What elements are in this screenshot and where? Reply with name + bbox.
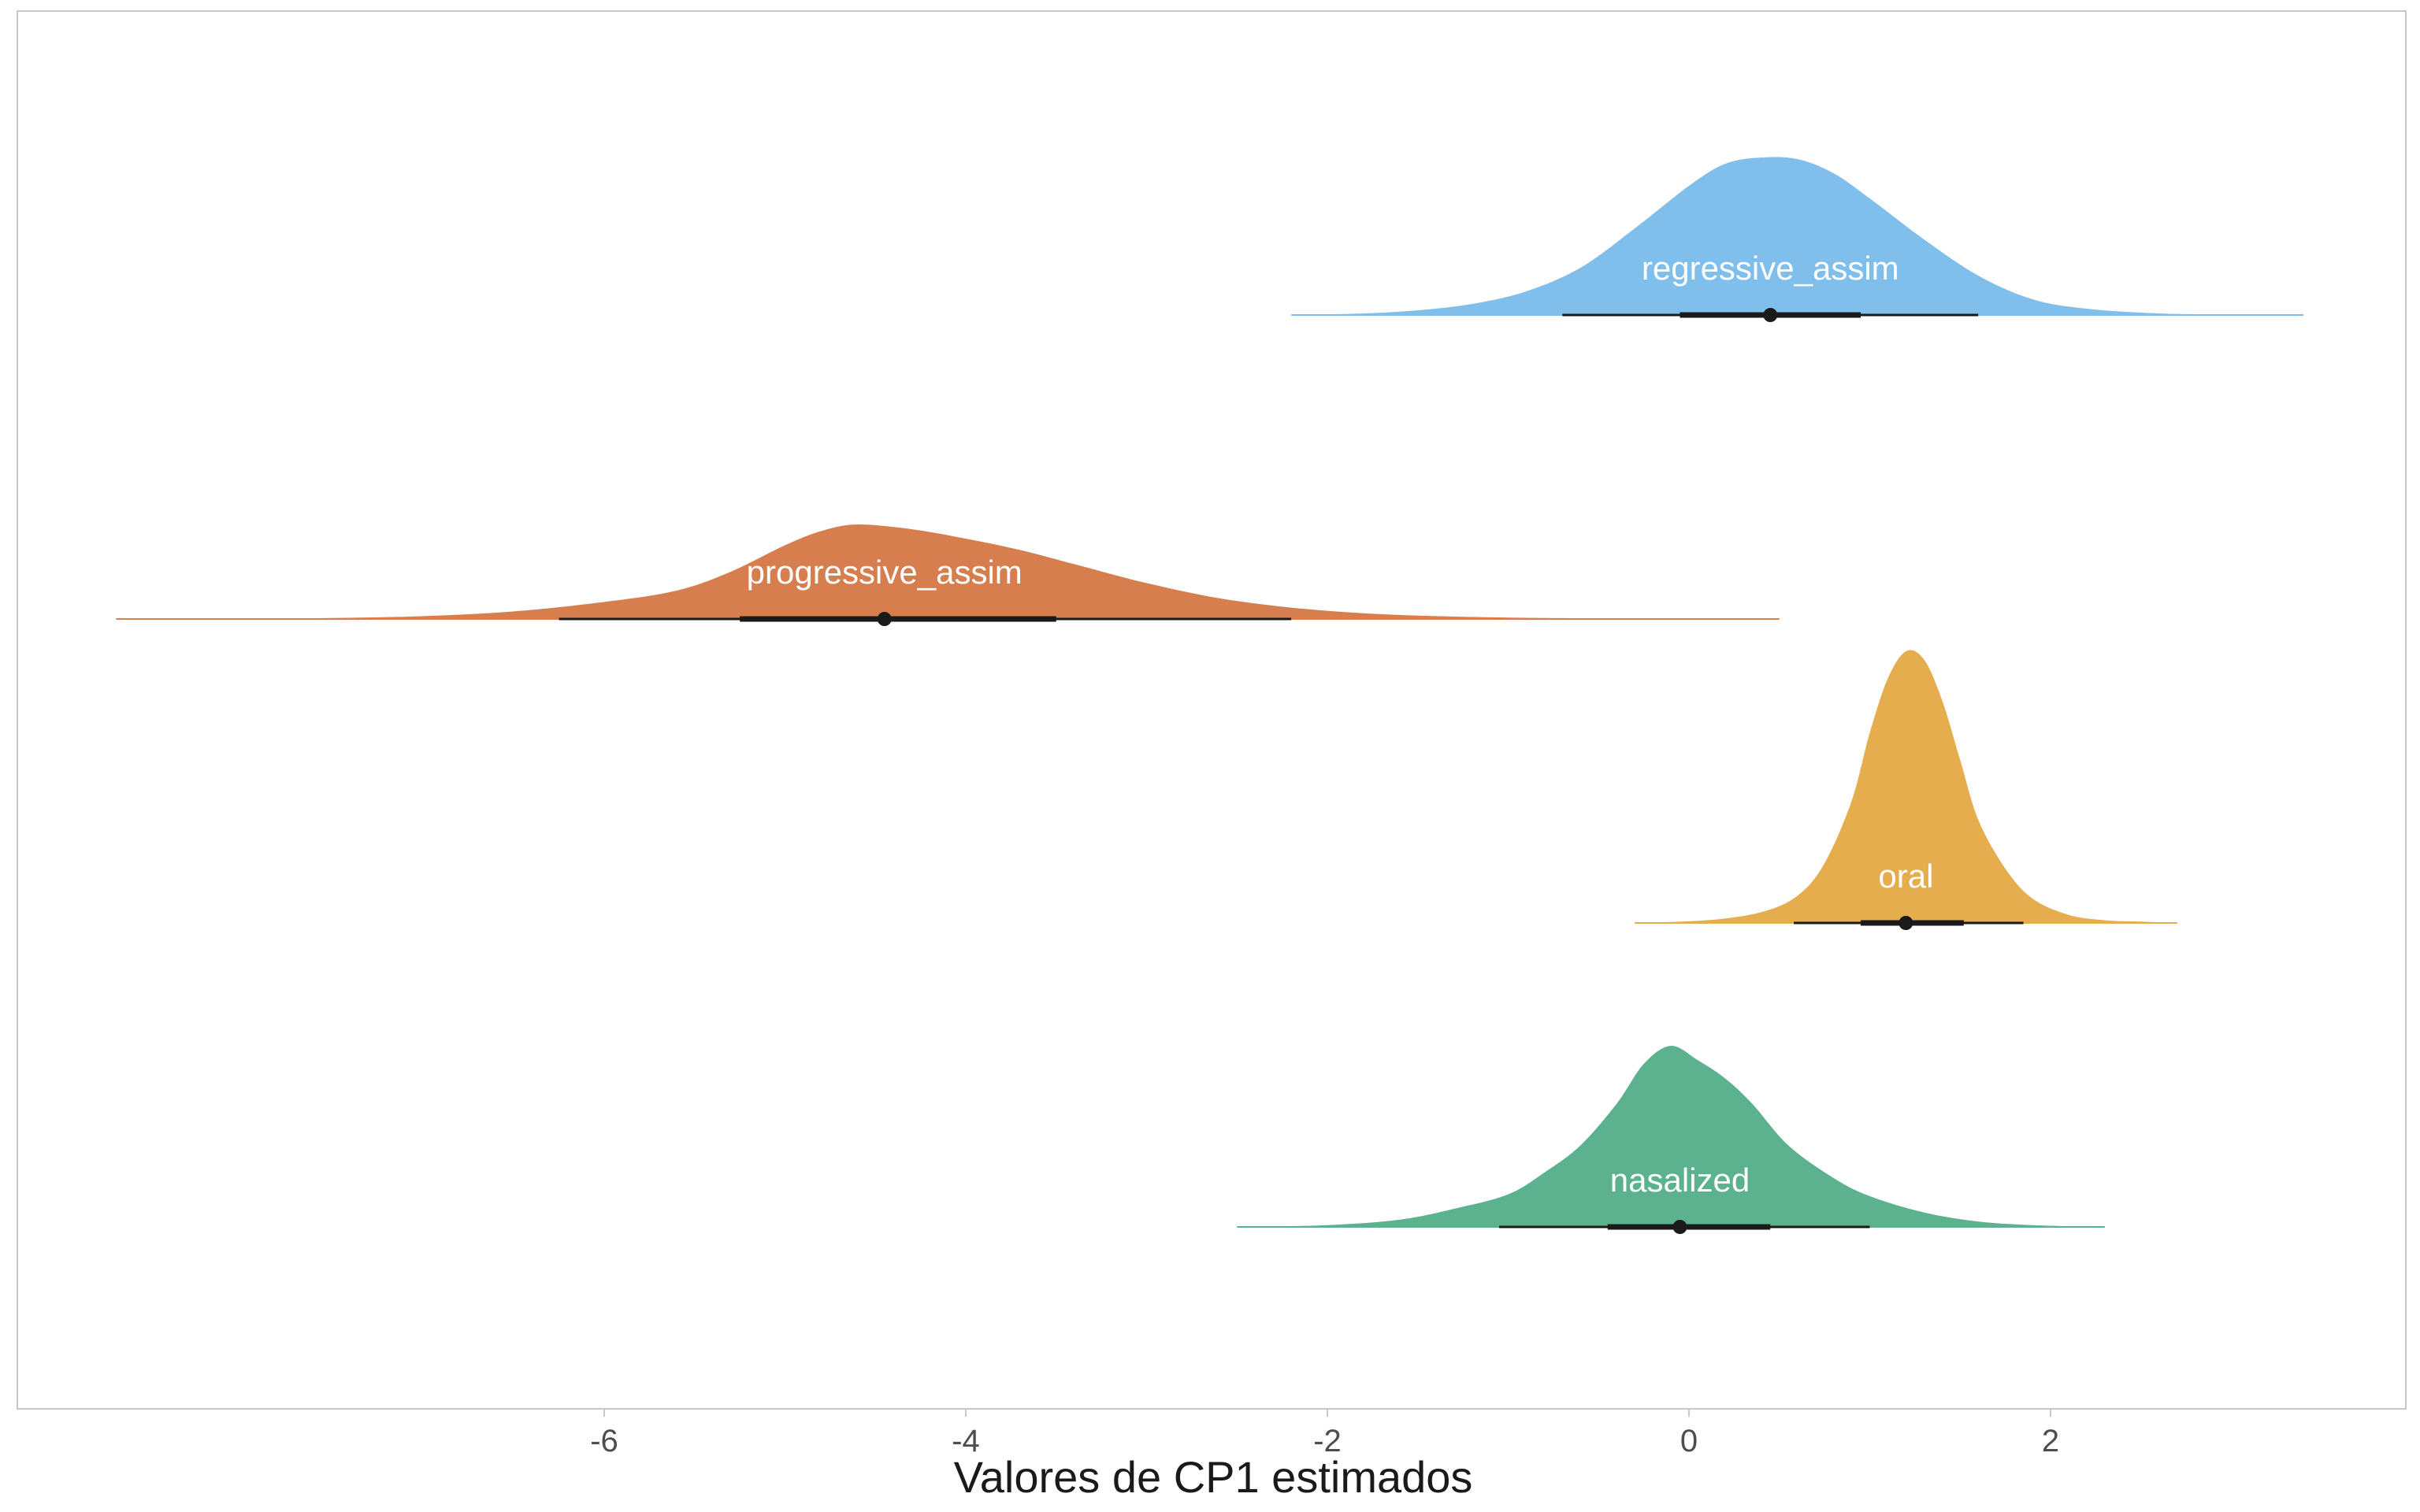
ridge-oral: oral [1635, 650, 2177, 930]
density-nasalized [1237, 1045, 2105, 1227]
ridge-label-oral: oral [1878, 858, 1933, 895]
point-estimate-progressive_assim [877, 612, 892, 626]
x-axis: -6 -4 -2 0 2 [590, 1409, 2059, 1458]
x-axis-title: Valores de CP1 estimados [954, 1452, 1473, 1502]
ridge-label-nasalized: nasalized [1610, 1162, 1750, 1199]
point-estimate-regressive_assim [1763, 308, 1778, 322]
ridge-label-regressive_assim: regressive_assim [1642, 250, 1899, 287]
x-tick-label: -4 [952, 1424, 980, 1458]
plot-panel-border [17, 10, 2407, 1410]
x-tick-label: -6 [590, 1424, 618, 1458]
ridge-nasalized: nasalized [1237, 1045, 2105, 1234]
x-tick-label: 0 [1680, 1424, 1698, 1458]
x-tick-label: -2 [1313, 1424, 1342, 1458]
density-oral [1635, 650, 2177, 923]
density-progressive_assim [116, 524, 1780, 619]
point-estimate-oral [1899, 916, 1913, 930]
density-regressive_assim [1291, 157, 2304, 315]
ridge-progressive_assim: progressive_assim [116, 524, 1780, 626]
ridge-regressive_assim: regressive_assim [1291, 157, 2304, 322]
point-estimate-nasalized [1672, 1220, 1687, 1234]
x-tick-label: 2 [2042, 1424, 2059, 1458]
ridge-label-progressive_assim: progressive_assim [747, 554, 1023, 591]
